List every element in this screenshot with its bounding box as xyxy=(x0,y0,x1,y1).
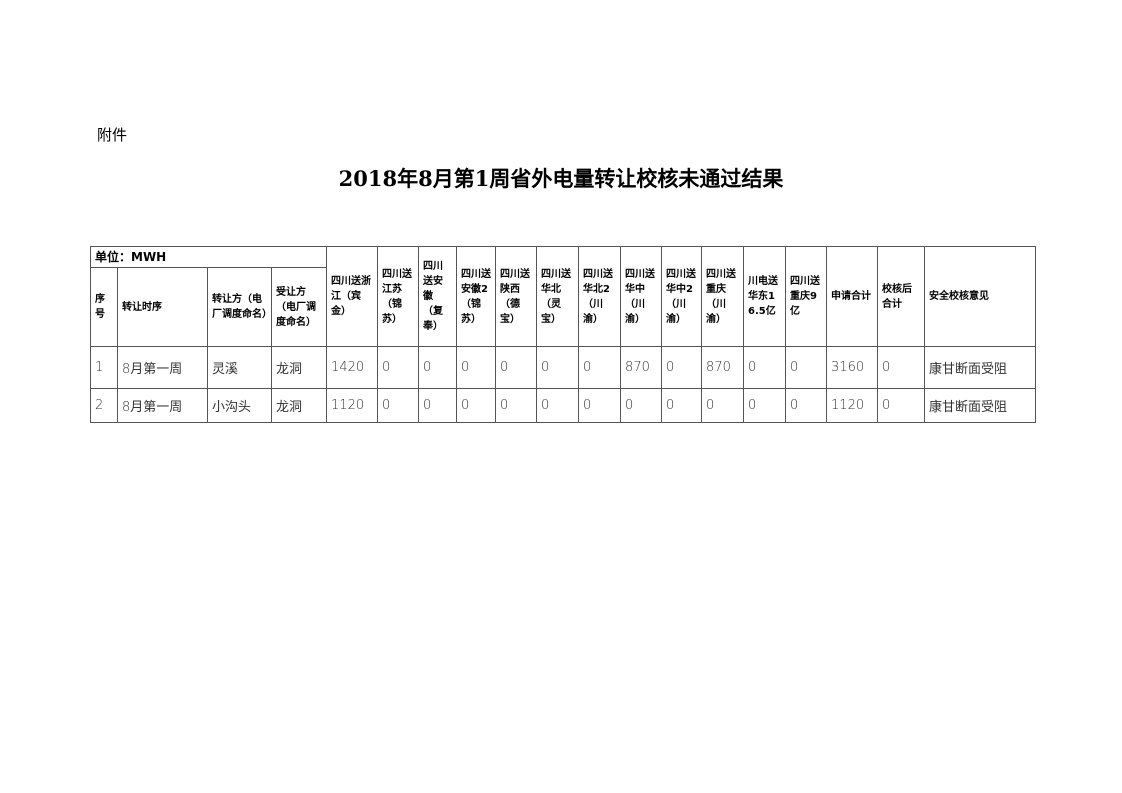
attachment-label: 附件 xyxy=(97,126,128,144)
table-cell: 龙洞 xyxy=(270,388,328,423)
table-cell: 870 xyxy=(620,346,663,389)
table-cell: 龙洞 xyxy=(270,346,328,389)
column-header: 转让方（电厂调度命名） xyxy=(207,267,272,347)
column-header: 四川送华北（灵宝） xyxy=(536,246,580,347)
column-header: 四川送重庆（川渝） xyxy=(701,246,745,347)
column-header: 四川送安徽2（锦苏） xyxy=(456,246,497,347)
table-cell: 0 xyxy=(743,388,787,423)
table-cell: 0 xyxy=(418,388,458,423)
table-cell: 8月第一周 xyxy=(117,346,208,389)
table-cell: 1120 xyxy=(826,388,879,423)
table-cell: 3160 xyxy=(826,346,879,389)
column-header: 四川送华北2（川渝） xyxy=(578,246,622,347)
column-header: 校核后合计 xyxy=(877,246,926,347)
column-header: 四川送华中（川渝） xyxy=(620,246,663,347)
table-row: 2 8月第一周 小沟头 龙洞 1120 0 0 0 0 0 0 0 0 0 0 0 1120 0 康甘断面受阻 xyxy=(90,388,1037,423)
table-cell: 0 xyxy=(661,346,703,389)
column-header: 川电送华东16.5亿 xyxy=(743,246,787,347)
table-cell: 0 xyxy=(578,388,622,423)
table-cell: 1 xyxy=(90,346,118,389)
table-cell: 0 xyxy=(418,346,458,389)
column-header: 转让时序 xyxy=(117,267,208,347)
table-cell: 康甘断面受阻 xyxy=(924,388,1037,423)
table-cell: 0 xyxy=(495,388,538,423)
column-header: 安全校核意见 xyxy=(924,246,1037,347)
table-cell: 0 xyxy=(578,346,622,389)
column-header: 四川送陕西（德宝） xyxy=(495,246,538,347)
unit-label: 单位：MWH xyxy=(89,246,328,268)
table-row: 1 8月第一周 灵溪 龙洞 1420 0 0 0 0 0 0 870 0 870 0 0 3160 0 康甘断面受阻 xyxy=(90,346,1037,389)
results-table: 单位：MWH 四川送浙江（宾金） 四川送江苏（锦苏） 四川送安徽（复奉） 四川送安徽2（… xyxy=(89,246,1037,423)
column-header: 四川送安徽（复奉） xyxy=(418,246,458,347)
table-cell: 0 xyxy=(495,346,538,389)
table-cell: 0 xyxy=(377,346,420,389)
column-header: 四川送重庆9亿 xyxy=(785,246,828,347)
table-cell: 灵溪 xyxy=(207,346,272,389)
table-cell: 0 xyxy=(877,388,926,423)
table-cell: 1420 xyxy=(326,346,379,389)
document-title: 2018年8月第1周省外电量转让校核未通过结果 xyxy=(338,166,784,191)
table-cell: 康甘断面受阻 xyxy=(924,346,1037,389)
table-cell: 0 xyxy=(743,346,787,389)
table-cell: 0 xyxy=(701,388,745,423)
column-header: 序号 xyxy=(90,267,118,347)
table-cell: 2 xyxy=(90,388,118,423)
column-header: 四川送浙江（宾金） xyxy=(326,246,379,347)
table-cell: 0 xyxy=(661,388,703,423)
column-header: 四川送华中2（川渝） xyxy=(661,246,703,347)
table-cell: 0 xyxy=(536,388,580,423)
table-cell: 0 xyxy=(377,388,420,423)
table-cell: 1120 xyxy=(326,388,379,423)
table-cell: 0 xyxy=(536,346,580,389)
table-cell: 0 xyxy=(785,346,828,389)
table-cell: 0 xyxy=(456,346,497,389)
table-cell: 0 xyxy=(877,346,926,389)
table-cell: 小沟头 xyxy=(207,388,272,423)
table-cell: 0 xyxy=(785,388,828,423)
table-cell: 0 xyxy=(620,388,663,423)
column-header: 申请合计 xyxy=(826,246,879,347)
column-header: 四川送江苏（锦苏） xyxy=(377,246,420,347)
table-cell: 870 xyxy=(701,346,745,389)
table-cell: 0 xyxy=(456,388,497,423)
table-cell: 8月第一周 xyxy=(117,388,208,423)
column-header: 受让方（电厂调度命名） xyxy=(270,267,328,347)
